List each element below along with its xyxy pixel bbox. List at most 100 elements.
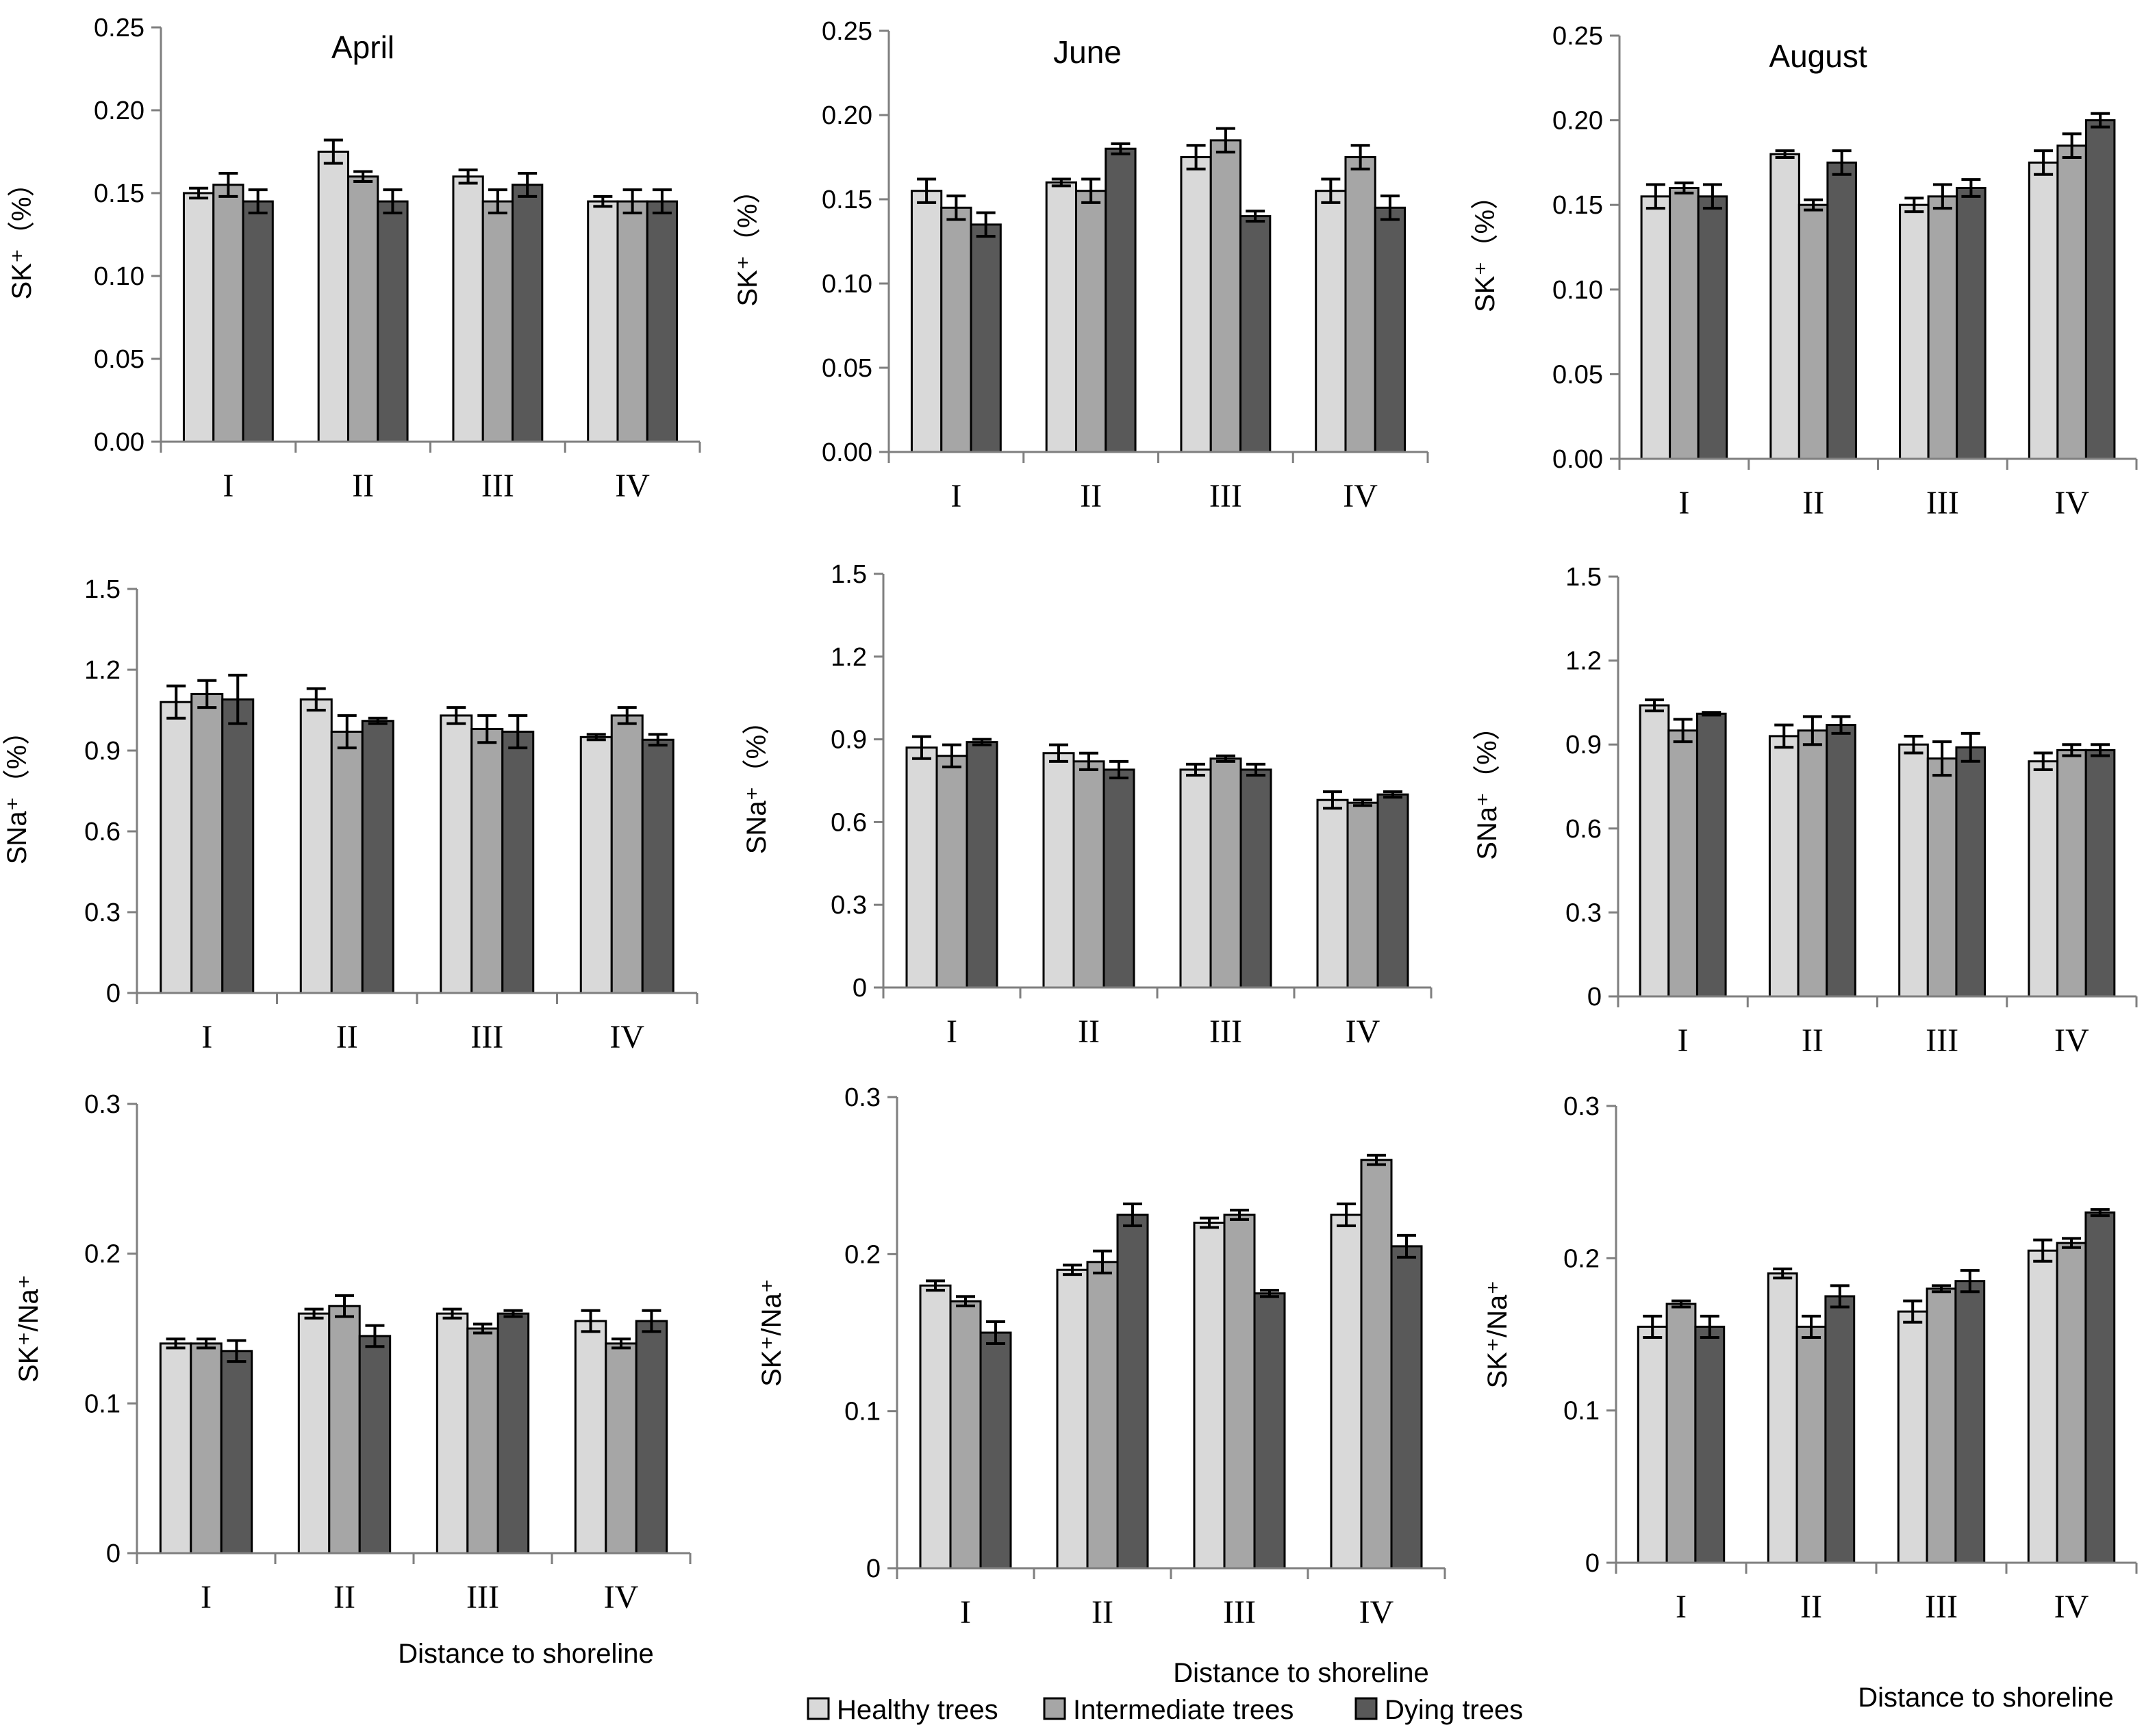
y-tick-label: 0.3: [844, 1083, 881, 1112]
bar-healthy-trees: [299, 698, 333, 994]
legend-swatch: [1354, 1697, 1378, 1720]
y-tick-label: 0.3: [84, 1090, 121, 1119]
bar-intermediate-trees: [1223, 1213, 1256, 1570]
y-tick-label: 0.00: [94, 428, 144, 457]
x-category-label: III: [1209, 478, 1242, 514]
bar-dying-trees: [220, 1350, 253, 1555]
bar-healthy-trees: [905, 746, 938, 989]
y-axis-label: SK⁺/Na⁺: [1483, 1281, 1513, 1389]
bar-healthy-trees: [452, 175, 484, 443]
y-tick-label: 0.10: [822, 270, 872, 299]
y-tick-label: 0.20: [1552, 107, 1603, 136]
x-category-label: IV: [609, 1019, 644, 1055]
bar-dying-trees: [1390, 1245, 1423, 1570]
y-tick-label: 1.5: [84, 575, 121, 604]
bar-dying-trees: [377, 200, 409, 443]
bar-dying-trees: [1955, 746, 1987, 998]
bar-healthy-trees: [1042, 752, 1075, 989]
y-tick-label: 1.5: [831, 560, 867, 589]
y-tick-label: 0: [106, 1539, 121, 1568]
x-category-label: I: [201, 1019, 212, 1055]
bar-healthy-trees: [440, 714, 473, 994]
bar-intermediate-trees: [2056, 144, 2087, 460]
y-tick-label: 0: [1585, 1549, 1600, 1578]
bar-dying-trees: [641, 738, 674, 994]
bar-healthy-trees: [1637, 1325, 1668, 1564]
y-tick-label: 0.3: [1565, 898, 1602, 927]
bar-dying-trees: [2084, 119, 2116, 460]
bar-intermediate-trees: [1074, 190, 1107, 453]
bar-intermediate-trees: [1927, 195, 1958, 460]
bar-intermediate-trees: [1209, 757, 1242, 989]
bar-healthy-trees: [574, 1320, 607, 1555]
bar-healthy-trees: [1316, 798, 1349, 989]
bar-dying-trees: [1826, 161, 1857, 460]
x-category-label: I: [1676, 1589, 1687, 1625]
bar-healthy-trees: [2028, 161, 2059, 460]
x-category-label: II: [1092, 1594, 1113, 1631]
y-tick-label: 0.05: [822, 354, 872, 383]
bar-dying-trees: [501, 730, 535, 994]
bar-intermediate-trees: [940, 206, 972, 453]
bar-healthy-trees: [1897, 1310, 1928, 1564]
y-tick-label: 0.00: [822, 438, 872, 467]
bar-dying-trees: [1239, 768, 1272, 989]
y-tick-label: 0: [1587, 983, 1602, 1011]
bar-dying-trees: [646, 200, 679, 443]
month-title: June: [1053, 34, 1122, 70]
bar-intermediate-trees: [1669, 186, 1700, 460]
y-axis-label: SNa⁺（%）: [1472, 713, 1502, 860]
month-title: April: [331, 29, 394, 65]
legend: Healthy trees Intermediate trees Dying tre…: [807, 1695, 1523, 1725]
legend-label: Intermediate trees: [1073, 1695, 1294, 1725]
x-category-label: II: [1078, 1014, 1100, 1050]
y-tick-label: 0.00: [1552, 445, 1603, 474]
legend-label: Dying trees: [1385, 1695, 1523, 1725]
bar-intermediate-trees: [935, 755, 968, 989]
y-tick-label: 0: [866, 1555, 881, 1583]
bar-dying-trees: [1954, 1280, 1986, 1564]
y-tick-label: 0.25: [94, 14, 144, 42]
bar-intermediate-trees: [2056, 749, 2087, 998]
bar-dying-trees: [512, 184, 544, 443]
y-tick-label: 0: [106, 979, 121, 1008]
x-category-label: IV: [615, 468, 650, 504]
bar-intermediate-trees: [1667, 729, 1698, 998]
x-category-label: II: [1080, 478, 1102, 514]
bar-intermediate-trees: [1795, 1325, 1827, 1564]
bar-dying-trees: [1239, 215, 1272, 453]
y-tick-label: 0.1: [844, 1398, 881, 1426]
x-category-label: I: [223, 468, 234, 504]
x-category-label: II: [352, 468, 374, 504]
bar-dying-trees: [1956, 186, 1987, 460]
x-category-label: IV: [2054, 1589, 2089, 1625]
bar-dying-trees: [1694, 1325, 1726, 1564]
y-tick-label: 0.05: [94, 345, 144, 374]
bar-dying-trees: [1695, 712, 1727, 998]
bar-intermediate-trees: [2056, 1242, 2087, 1564]
x-category-label: IV: [2054, 485, 2089, 521]
bar-healthy-trees: [1056, 1268, 1089, 1570]
chart-panel-2: 0.000.050.100.150.200.25I II III IVSK⁺（%）Ju…: [733, 17, 1429, 514]
y-axis-label: SK⁺（%）: [733, 176, 763, 306]
y-tick-label: 0.9: [1565, 731, 1602, 759]
bar-intermediate-trees: [330, 730, 364, 994]
bar-intermediate-trees: [1798, 203, 1829, 460]
x-category-label: III: [481, 468, 514, 504]
x-axis-title: Distance to shoreline: [1858, 1683, 2114, 1713]
bar-intermediate-trees: [212, 184, 244, 443]
month-title: August: [1769, 38, 1867, 74]
bar-healthy-trees: [1640, 195, 1672, 460]
bar-healthy-trees: [1639, 704, 1670, 998]
bar-dying-trees: [635, 1320, 668, 1555]
legend-swatch: [807, 1697, 830, 1720]
bar-intermediate-trees: [190, 1342, 223, 1555]
bar-intermediate-trees: [190, 692, 224, 994]
y-tick-label: 1.2: [1565, 647, 1602, 676]
x-category-label: I: [946, 1014, 957, 1050]
